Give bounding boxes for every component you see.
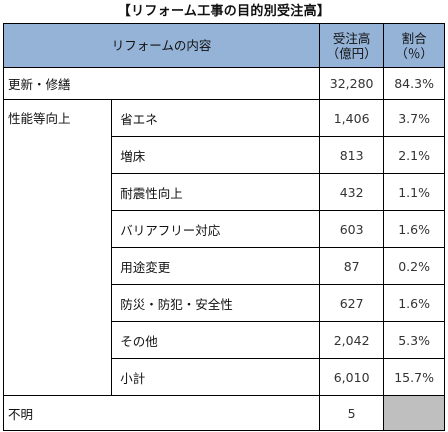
subtotal-amount: 6,010 (319, 358, 385, 396)
safety-share: 1.6% (383, 284, 445, 322)
table-row-renewal: 更新・修繕 32,280 84.3% (2, 67, 445, 100)
usechange-share: 0.2% (383, 247, 445, 285)
barrierfree-share: 1.6% (383, 210, 445, 248)
renewal-amount: 32,280 (319, 67, 385, 100)
header-share-unit: （％） (395, 45, 433, 61)
energy-share: 3.7% (383, 99, 445, 137)
header-amount-label: 受注高 (332, 30, 371, 46)
usechange-label: 用途変更 (111, 247, 321, 285)
seismic-amount: 432 (319, 173, 385, 211)
renewal-share: 84.3% (383, 67, 445, 100)
table-row-energy: 性能等向上 省エネ 1,406 3.7% (2, 99, 445, 396)
other-label: その他 (111, 321, 321, 359)
performance-category-label: 性能等向上 (2, 99, 113, 396)
floor-amount: 813 (319, 136, 385, 174)
renewal-label: 更新・修繕 (2, 67, 321, 100)
usechange-amount: 87 (319, 247, 385, 285)
safety-label: 防災・防犯・安全性 (111, 284, 321, 322)
table-row-other: その他 2,042 5.3% (4, 321, 445, 359)
unknown-amount: 5 (319, 395, 385, 431)
table-row-barrierfree: バリアフリー対応 603 1.6% (4, 210, 445, 248)
header-share: 割合 （％） (383, 23, 445, 68)
table-row-floor: 増床 813 2.1% (4, 136, 445, 174)
table-row-subtotal: 小計 6,010 15.7% (4, 358, 445, 396)
energy-amount: 1,406 (319, 99, 385, 137)
unknown-share (383, 395, 445, 431)
floor-share: 2.1% (383, 136, 445, 174)
header-content: リフォームの内容 (2, 23, 321, 68)
other-amount: 2,042 (319, 321, 385, 359)
table-row-safety: 防災・防犯・安全性 627 1.6% (4, 284, 445, 322)
energy-label: 省エネ (111, 99, 321, 137)
header-amount-unit: （億円） (326, 45, 377, 61)
table-row-seismic: 耐震性向上 432 1.1% (4, 173, 445, 211)
subtotal-share: 15.7% (383, 358, 445, 396)
table-row-usechange: 用途変更 87 0.2% (4, 247, 445, 285)
unknown-label: 不明 (2, 395, 321, 431)
floor-label: 増床 (111, 136, 321, 174)
table-row-unknown: 不明 5 (2, 395, 445, 431)
table-title: 【リフォーム工事の目的別受注高】 (117, 4, 331, 19)
barrierfree-amount: 603 (319, 210, 385, 248)
other-share: 5.3% (383, 321, 445, 359)
seismic-share: 1.1% (383, 173, 445, 211)
header-row: リフォームの内容 受注高 （億円） 割合 （％） (2, 23, 445, 68)
header-amount: 受注高 （億円） (319, 23, 385, 68)
header-share-label: 割合 (401, 30, 427, 46)
seismic-label: 耐震性向上 (111, 173, 321, 211)
orders-table: リフォームの内容 受注高 （億円） 割合 （％） 更新・修繕 32,280 84… (2, 23, 445, 431)
barrierfree-label: バリアフリー対応 (111, 210, 321, 248)
subtotal-label: 小計 (111, 358, 321, 396)
safety-amount: 627 (319, 284, 385, 322)
